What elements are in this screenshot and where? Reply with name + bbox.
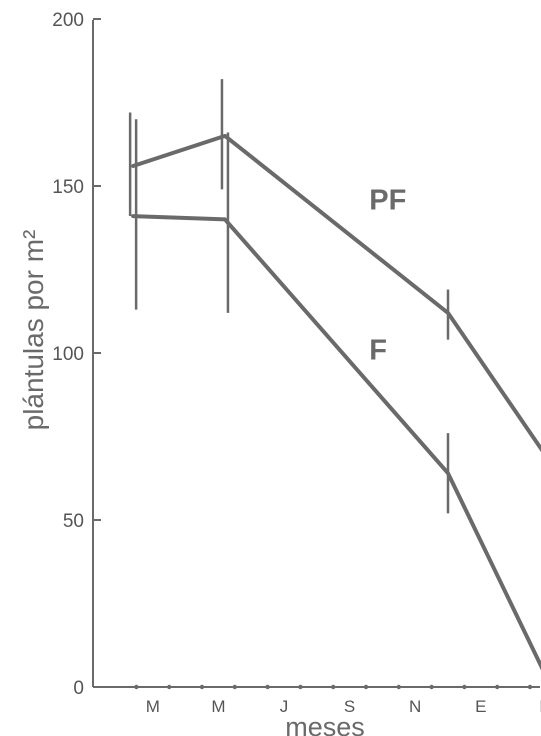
series-labels: PF F — [369, 184, 406, 366]
x-ticks: MMJSNEM — [134, 684, 541, 716]
x-minor-tick — [527, 684, 533, 690]
y-ticks: 0 50 100 150 200 — [52, 10, 101, 699]
x-tick-label: J — [280, 697, 289, 716]
x-minor-tick — [363, 684, 369, 690]
x-minor-tick — [331, 684, 336, 690]
x-tick-label: S — [344, 697, 355, 716]
x-minor-tick — [495, 684, 500, 690]
x-minor-tick — [167, 684, 172, 690]
series-line-pf — [131, 133, 541, 453]
x-tick-label: M — [211, 697, 225, 716]
x-minor-tick — [265, 684, 270, 690]
y-axis-title: plántulas por m² — [18, 230, 49, 431]
axes-group — [92, 20, 540, 688]
series-line-f — [131, 214, 541, 671]
x-tick-label: M — [539, 697, 541, 716]
y-tick-label: 200 — [52, 10, 84, 31]
x-minor-tick — [429, 684, 434, 690]
series-label-f: F — [369, 335, 387, 367]
series-group — [128, 79, 541, 671]
x-minor-tick — [199, 684, 205, 690]
x-minor-tick — [298, 684, 303, 690]
x-tick-label: M — [146, 697, 160, 716]
x-minor-tick — [134, 684, 139, 690]
x-axis-title: meses — [285, 712, 365, 736]
y-tick-label: 150 — [52, 177, 84, 198]
y-tick-label: 50 — [63, 511, 84, 532]
series-label-pf: PF — [369, 184, 406, 216]
x-minor-tick — [232, 684, 237, 690]
y-tick-label: 100 — [52, 344, 84, 365]
x-tick-label: N — [409, 697, 421, 716]
x-minor-tick — [462, 684, 467, 690]
x-tick-label: E — [475, 697, 486, 716]
y-tick-label: 0 — [73, 678, 84, 699]
x-minor-tick — [396, 684, 401, 690]
